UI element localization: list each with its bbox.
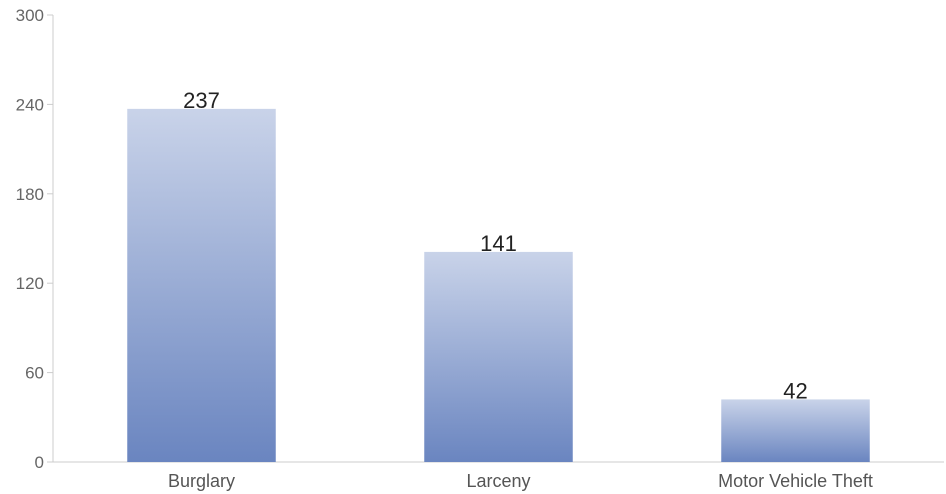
category-labels: Burglary Larceny Motor Vehicle Theft (168, 471, 873, 491)
bar-larceny[interactable] (424, 251, 573, 462)
y-tick-label: 60 (25, 364, 44, 383)
data-label: 141 (480, 231, 517, 256)
y-tick-label: 300 (16, 6, 44, 25)
y-tick-label: 120 (16, 274, 44, 293)
bar-motor-vehicle-theft[interactable] (721, 399, 870, 462)
data-labels: 237 141 42 (183, 88, 808, 404)
y-axis: 0 60 120 180 240 300 (16, 6, 54, 472)
bars (127, 108, 870, 463)
x-category-label: Burglary (168, 471, 235, 491)
y-tick-label: 240 (16, 95, 44, 114)
x-category-label: Motor Vehicle Theft (718, 471, 873, 491)
bar-burglary[interactable] (127, 108, 276, 463)
data-label: 42 (783, 378, 807, 403)
y-tick-label: 180 (16, 185, 44, 204)
y-tick-label: 0 (35, 453, 44, 472)
x-category-label: Larceny (466, 471, 530, 491)
data-label: 237 (183, 88, 220, 113)
